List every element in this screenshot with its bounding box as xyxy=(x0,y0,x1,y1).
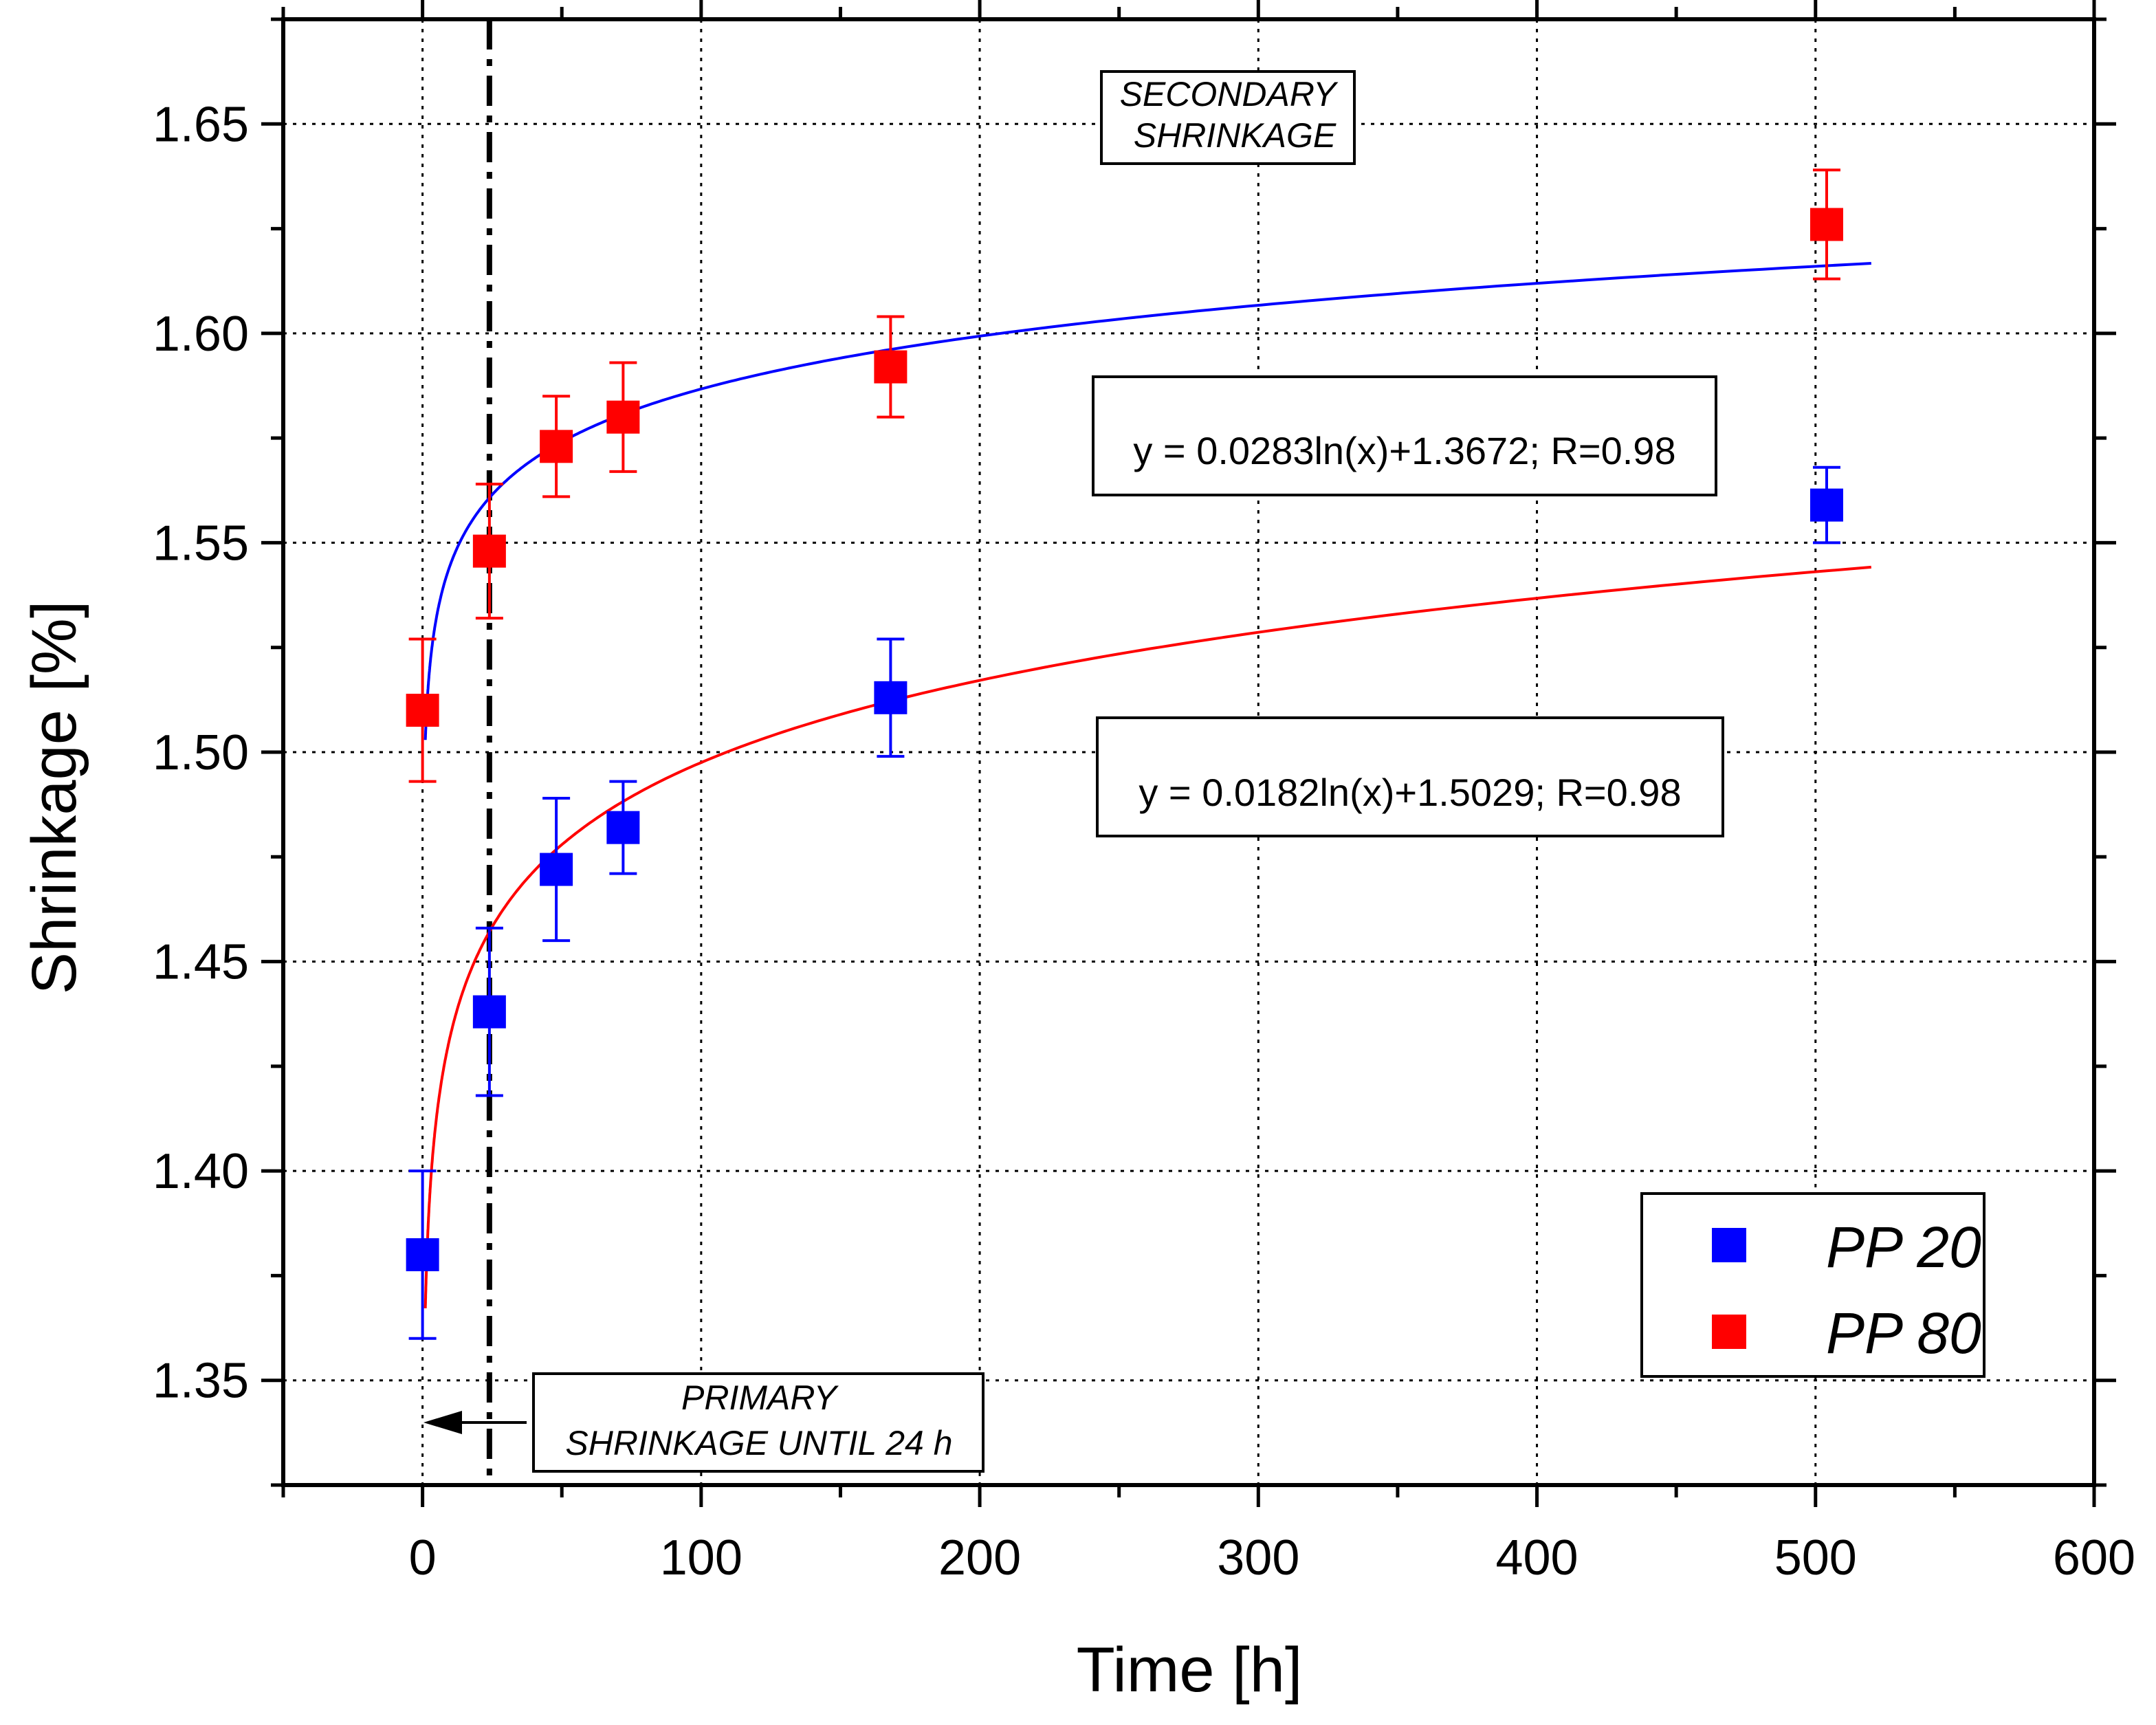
y-tick-label: 1.40 xyxy=(153,1144,249,1199)
data-point-pp80 xyxy=(540,430,573,463)
axis-ticks xyxy=(261,0,2116,1507)
secondary-line-2: SHRINKAGE xyxy=(1134,116,1336,155)
x-tick-label: 300 xyxy=(1217,1530,1299,1585)
x-tick-label: 500 xyxy=(1774,1530,1857,1585)
fit-equation-pp80: y = 0.0283ln(x)+1.3672; R=0.98 xyxy=(1092,375,1717,496)
fit-equation-pp20: y = 0.0182ln(x)+1.5029; R=0.98 xyxy=(1096,716,1724,837)
tick-labels: 0 100 200 300 400 500 600 1.35 1.40 1.45 1.50 1.55 1… xyxy=(153,97,2135,1585)
data-point-pp80 xyxy=(874,350,908,384)
y-tick-label: 1.60 xyxy=(153,307,249,362)
data-point-pp20 xyxy=(540,853,573,886)
y-tick-label: 1.45 xyxy=(153,935,249,990)
legend-marker-pp80 xyxy=(1712,1315,1746,1349)
fit-equation-pp80-text: y = 0.0283ln(x)+1.3672; R=0.98 xyxy=(1133,429,1675,472)
legend-marker-pp20 xyxy=(1712,1228,1746,1262)
primary-shrinkage-annotation: PRIMARY SHRINKAGE UNTIL 24 h xyxy=(424,1372,984,1473)
y-axis-title: Shrinkage [%] xyxy=(19,601,89,995)
fit-equation-pp20-text: y = 0.0182ln(x)+1.5029; R=0.98 xyxy=(1138,771,1681,814)
y-tick-label: 1.65 xyxy=(153,97,249,152)
x-tick-label: 200 xyxy=(938,1530,1021,1585)
left-arrow-icon xyxy=(424,1411,462,1434)
y-tick-label: 1.35 xyxy=(153,1354,249,1409)
legend-label-pp20: PP 20 xyxy=(1826,1215,1981,1279)
primary-line-2: SHRINKAGE UNTIL 24 h xyxy=(565,1424,952,1462)
y-tick-label: 1.55 xyxy=(153,516,249,571)
secondary-shrinkage-annotation: SECONDARY SHRINKAGE xyxy=(1100,70,1356,165)
data-point-pp80 xyxy=(606,400,640,434)
x-tick-label: 0 xyxy=(409,1530,437,1585)
y-tick-label: 1.50 xyxy=(153,725,249,780)
data-points xyxy=(406,208,1843,1271)
x-tick-label: 600 xyxy=(2053,1530,2135,1585)
fit-curve-pp20 xyxy=(424,262,1871,740)
legend-label-pp80: PP 80 xyxy=(1826,1301,1981,1365)
fit-curve-pp80 xyxy=(424,565,1871,1308)
data-point-pp80 xyxy=(406,694,439,727)
data-point-pp20 xyxy=(606,811,640,844)
x-axis-title: Time [h] xyxy=(1077,1635,1303,1705)
data-point-pp20 xyxy=(1810,488,1843,522)
data-point-pp20 xyxy=(472,995,506,1029)
primary-line-1: PRIMARY xyxy=(681,1378,839,1417)
x-tick-label: 100 xyxy=(660,1530,742,1585)
data-point-pp80 xyxy=(1810,208,1843,241)
data-point-pp80 xyxy=(472,534,506,568)
legend: PP 20 PP 80 xyxy=(1640,1192,1986,1378)
data-point-pp20 xyxy=(406,1238,439,1271)
x-tick-label: 400 xyxy=(1495,1530,1578,1585)
data-point-pp20 xyxy=(874,681,908,714)
secondary-line-1: SECONDARY xyxy=(1120,75,1339,113)
fit-curves xyxy=(424,262,1871,1308)
